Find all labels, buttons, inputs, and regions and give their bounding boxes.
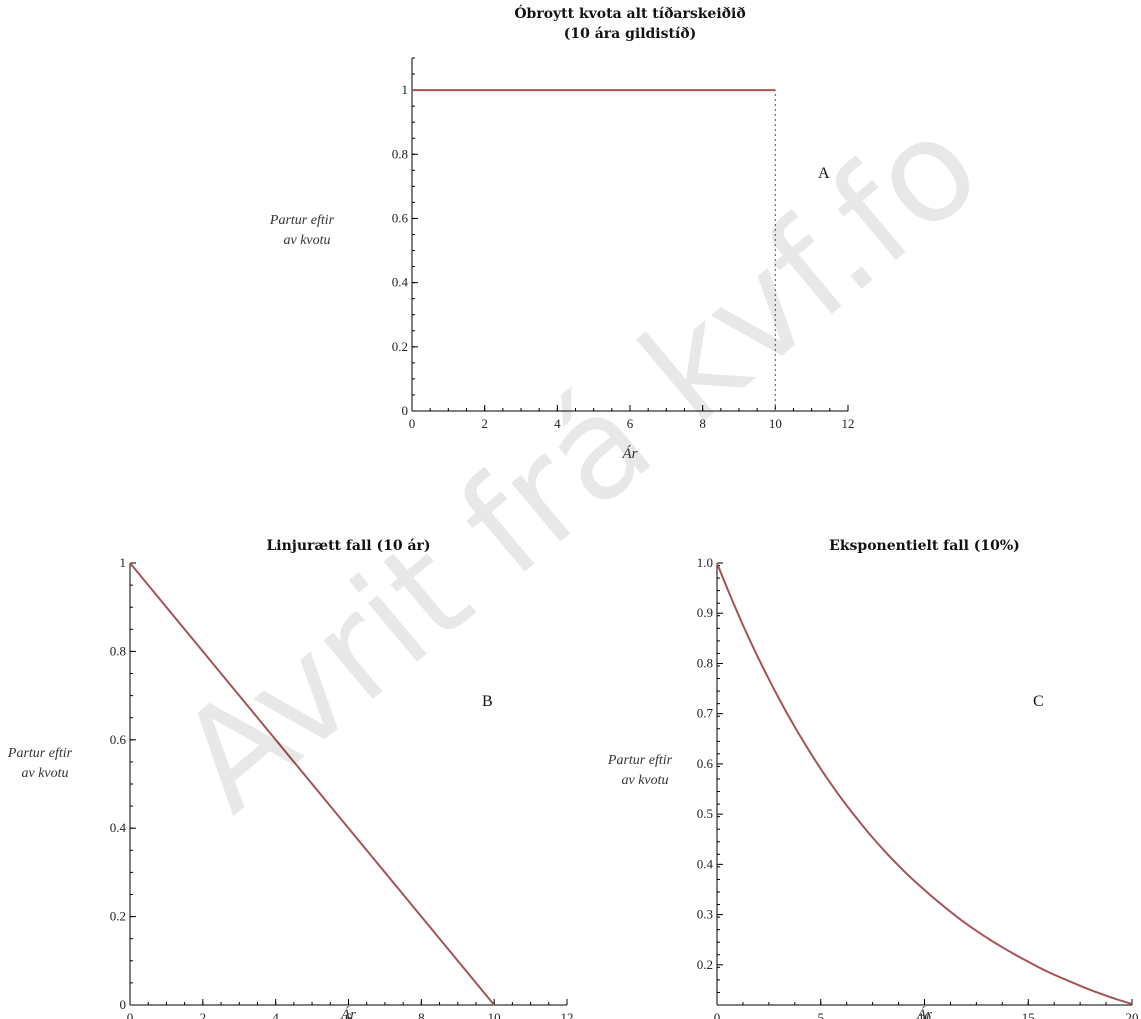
x-tick-label: 5 xyxy=(818,1010,825,1019)
y-axis-label: av kvotu xyxy=(283,233,330,248)
x-tick-label: 6 xyxy=(627,416,634,431)
x-tick-label: 8 xyxy=(418,1010,425,1019)
y-tick-label: 0.2 xyxy=(697,957,713,972)
x-tick-label: 0 xyxy=(127,1010,134,1019)
data-point xyxy=(799,735,801,737)
x-tick-label: 15 xyxy=(1022,1010,1035,1019)
chart-title: (10 ára gildistíð) xyxy=(564,26,697,42)
y-tick-label: 0.5 xyxy=(697,806,713,821)
x-tick-label: 2 xyxy=(481,416,488,431)
series-line xyxy=(716,562,1133,1005)
chart-panel-b: Linjurætt fall (10 ár)00.20.40.60.810 2 4 6… xyxy=(7,538,574,1019)
x-tick-label: 10 xyxy=(769,416,782,431)
x-tick-label: 10 xyxy=(918,1010,931,1019)
y-tick-label: 0 xyxy=(120,997,127,1012)
data-point xyxy=(924,889,926,891)
data-point xyxy=(882,848,884,850)
y-tick-label: 0.6 xyxy=(697,756,714,771)
y-tick-label: 0 xyxy=(402,403,409,418)
chart-panel-a: Óbroytt kvota alt tíðarskeiðið (10 ára gi… xyxy=(269,4,855,462)
data-point xyxy=(1131,1003,1133,1005)
data-point xyxy=(129,562,131,564)
data-point xyxy=(1110,997,1112,999)
data-point xyxy=(758,657,760,659)
y-tick-label: 0.8 xyxy=(697,655,713,670)
y-tick-label: 0.9 xyxy=(697,605,713,620)
x-tick-label: 6 xyxy=(345,1010,352,1019)
y-axis-label: Partur eftir xyxy=(269,213,335,228)
x-axis-label: Ár xyxy=(622,445,638,462)
y-tick-label: 1.0 xyxy=(697,555,713,570)
panel-label: B xyxy=(482,693,493,710)
data-point xyxy=(1090,989,1092,991)
chart-title: Óbroytt kvota alt tíðarskeiðið xyxy=(514,4,745,22)
y-tick-label: 0.6 xyxy=(110,732,127,747)
panel-label: C xyxy=(1033,693,1044,710)
data-point xyxy=(986,937,988,939)
data-point xyxy=(778,698,780,700)
data-point xyxy=(737,612,739,614)
x-tick-label: 10 xyxy=(488,1010,501,1019)
data-point xyxy=(1069,980,1071,982)
x-tick-label: 20 xyxy=(1126,1010,1139,1019)
data-point xyxy=(774,89,776,91)
x-tick-label: 0 xyxy=(409,416,416,431)
y-tick-label: 0.6 xyxy=(392,210,409,225)
chart-title: Linjurætt fall (10 ár) xyxy=(266,538,430,554)
y-tick-label: 0.4 xyxy=(392,275,409,290)
chart-panel-c: Eksponentielt fall (10%) 0.2 0.3 0.4 0.5 0.6 0… xyxy=(607,538,1139,1019)
y-axis-label: Partur eftir xyxy=(607,753,673,768)
series-line xyxy=(129,562,495,1006)
data-point xyxy=(1048,971,1050,973)
data-point xyxy=(903,870,905,872)
data-point xyxy=(493,1004,495,1006)
y-axis-label: Partur eftir xyxy=(7,746,73,761)
y-axis-label: av kvotu xyxy=(21,766,68,781)
y-tick-label: 0.8 xyxy=(392,146,408,161)
y-tick-label: 0.2 xyxy=(392,339,408,354)
data-point xyxy=(944,907,946,909)
chart-title: Eksponentielt fall (10%) xyxy=(829,538,1020,554)
x-tick-label: 4 xyxy=(272,1010,279,1019)
x-axis-label: Ár xyxy=(916,1006,932,1019)
x-tick-label: 4 xyxy=(554,416,561,431)
x-tick-label: 12 xyxy=(842,416,855,431)
data-point xyxy=(841,798,843,800)
y-tick-label: 0.3 xyxy=(697,907,713,922)
data-point xyxy=(965,923,967,925)
x-tick-label: 8 xyxy=(699,416,706,431)
data-point xyxy=(716,562,718,564)
y-tick-label: 0.7 xyxy=(697,706,714,721)
x-tick-label: 2 xyxy=(200,1010,207,1019)
panel-label: A xyxy=(818,165,830,182)
y-tick-label: 0.8 xyxy=(110,643,126,658)
y-axis-label: av kvotu xyxy=(621,773,668,788)
y-tick-label: 0.4 xyxy=(110,820,127,835)
y-tick-label: 0.4 xyxy=(697,856,714,871)
data-point xyxy=(1027,961,1029,963)
x-tick-label: 12 xyxy=(561,1010,574,1019)
x-tick-label: 0 xyxy=(714,1010,721,1019)
y-tick-label: 0.2 xyxy=(110,909,126,924)
data-point xyxy=(1007,949,1009,951)
x-axis-label: Ár xyxy=(340,1006,356,1019)
data-point xyxy=(411,89,413,91)
data-point xyxy=(820,768,822,770)
watermark-text: Avrit frá kvf.fo xyxy=(149,84,1009,843)
data-point xyxy=(861,824,863,826)
y-tick-label: 1 xyxy=(402,82,409,97)
y-tick-label: 1 xyxy=(120,555,127,570)
